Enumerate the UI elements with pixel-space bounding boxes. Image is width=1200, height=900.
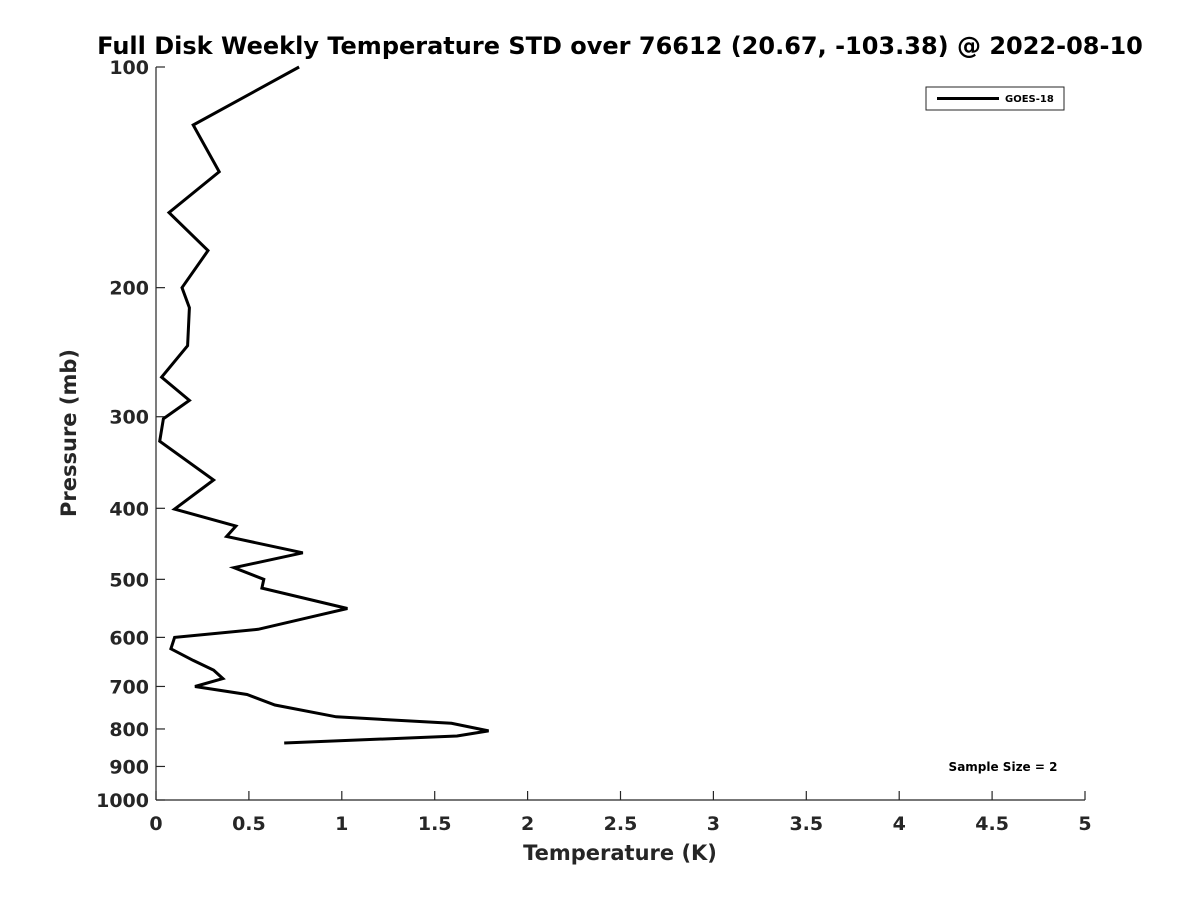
x-tick-label: 5 <box>1078 813 1091 835</box>
chart-title: Full Disk Weekly Temperature STD over 76… <box>97 32 1143 60</box>
x-tick-label: 2.5 <box>604 813 638 835</box>
x-axis-label: Temperature (K) <box>523 841 717 865</box>
x-tick-label: 1 <box>335 813 348 835</box>
x-tick-label: 3.5 <box>789 813 823 835</box>
y-tick-label: 400 <box>109 498 149 520</box>
x-axis-ticks: 0 0.5 1 1.5 2 2.5 3 3.5 4 4.5 5 <box>149 791 1092 835</box>
y-axis-ticks: 100 200 300 400 500 600 700 800 900 1000 <box>96 57 165 812</box>
x-tick-label: 4 <box>893 813 906 835</box>
x-tick-label: 3 <box>707 813 720 835</box>
x-tick-label: 4.5 <box>975 813 1009 835</box>
x-tick-label: 0.5 <box>232 813 266 835</box>
x-tick-label: 1.5 <box>418 813 452 835</box>
y-tick-label: 900 <box>109 756 149 778</box>
y-axis-label: Pressure (mb) <box>57 349 81 517</box>
legend: GOES-18 <box>925 86 1065 111</box>
y-tick-label: 100 <box>109 57 149 79</box>
y-tick-label: 300 <box>109 407 149 429</box>
y-tick-label: 700 <box>109 676 149 698</box>
y-tick-label: 600 <box>109 627 149 649</box>
x-tick-label: 0 <box>149 813 162 835</box>
sample-size-annotation: Sample Size = 2 <box>949 760 1058 774</box>
x-tick-label: 2 <box>521 813 534 835</box>
series-line-goes-18 <box>158 65 489 745</box>
y-tick-label: 1000 <box>96 790 149 812</box>
y-tick-label: 200 <box>109 278 149 300</box>
legend-label-goes-18: GOES-18 <box>1005 94 1054 105</box>
y-tick-label: 800 <box>109 719 149 741</box>
y-tick-label: 500 <box>109 569 149 591</box>
